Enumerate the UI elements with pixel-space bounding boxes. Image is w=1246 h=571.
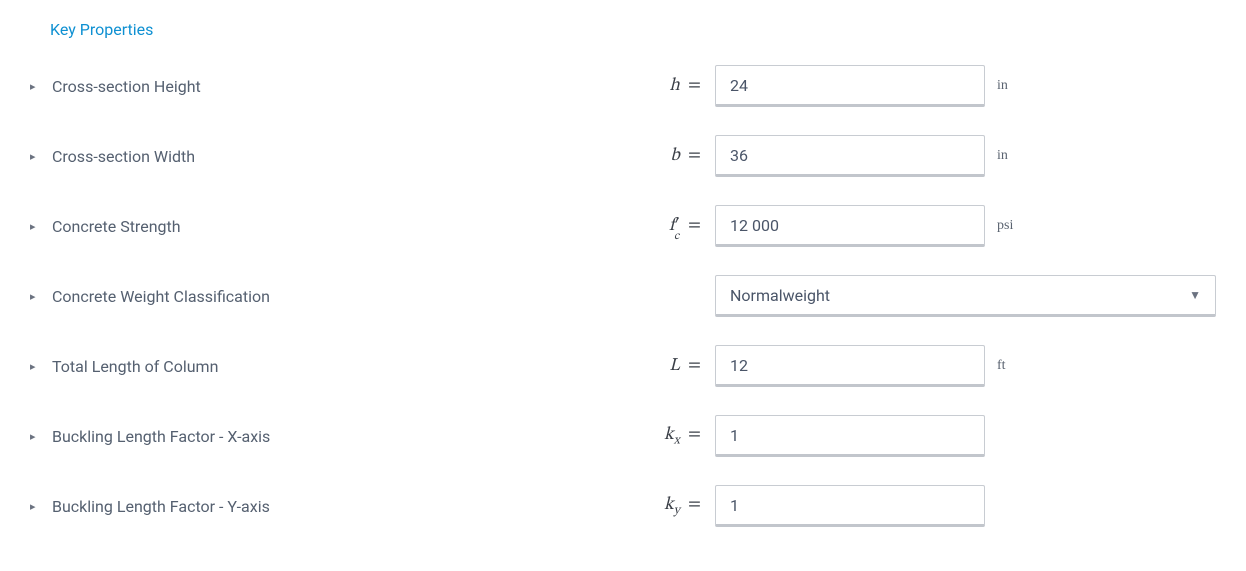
- kx-input[interactable]: [715, 415, 985, 457]
- unit-label: in: [985, 148, 1008, 164]
- expand-icon: ▸: [30, 290, 42, 303]
- property-label-group[interactable]: ▸ Buckling Length Factor - X-axis: [30, 427, 585, 446]
- property-label-group[interactable]: ▸ Cross-section Width: [30, 147, 585, 166]
- expand-icon: ▸: [30, 80, 42, 93]
- expand-icon: ▸: [30, 360, 42, 373]
- width-input[interactable]: [715, 135, 985, 177]
- symbol-b: b =: [585, 145, 715, 168]
- expand-icon: ▸: [30, 430, 42, 443]
- property-row-fc: ▸ Concrete Strength f′c = psi: [30, 201, 1216, 251]
- symbol-kx: kx =: [585, 424, 715, 449]
- fc-input[interactable]: [715, 205, 985, 247]
- property-label-group[interactable]: ▸ Total Length of Column: [30, 357, 585, 376]
- symbol-L: L =: [585, 355, 715, 378]
- property-row-width: ▸ Cross-section Width b = in: [30, 131, 1216, 181]
- unit-label: ft: [985, 358, 1006, 374]
- property-label: Buckling Length Factor - Y-axis: [52, 497, 270, 516]
- expand-icon: ▸: [30, 220, 42, 233]
- length-input[interactable]: [715, 345, 985, 387]
- property-label: Cross-section Width: [52, 147, 195, 166]
- property-row-length: ▸ Total Length of Column L = ft: [30, 341, 1216, 391]
- property-row-ky: ▸ Buckling Length Factor - Y-axis ky =: [30, 481, 1216, 531]
- property-row-height: ▸ Cross-section Height h = in: [30, 61, 1216, 111]
- property-label: Total Length of Column: [52, 357, 218, 376]
- section-title: Key Properties: [50, 20, 1216, 39]
- property-label: Concrete Weight Classification: [52, 287, 270, 306]
- property-row-weight: ▸ Concrete Weight Classification Normalw…: [30, 271, 1216, 321]
- ky-input[interactable]: [715, 485, 985, 527]
- property-row-kx: ▸ Buckling Length Factor - X-axis kx =: [30, 411, 1216, 461]
- expand-icon: ▸: [30, 500, 42, 513]
- symbol-ky: ky =: [585, 494, 715, 519]
- unit-label: psi: [985, 218, 1013, 234]
- property-label: Buckling Length Factor - X-axis: [52, 427, 270, 446]
- property-label: Cross-section Height: [52, 77, 201, 96]
- expand-icon: ▸: [30, 150, 42, 163]
- unit-label: in: [985, 78, 1008, 94]
- chevron-down-icon: ▼: [1189, 288, 1201, 302]
- property-label: Concrete Strength: [52, 217, 181, 236]
- property-label-group[interactable]: ▸ Concrete Weight Classification: [30, 287, 585, 306]
- property-label-group[interactable]: ▸ Buckling Length Factor - Y-axis: [30, 497, 585, 516]
- symbol-h: h =: [585, 75, 715, 98]
- weight-select[interactable]: Normalweight ▼: [715, 275, 1216, 317]
- select-value: Normalweight: [730, 286, 830, 305]
- symbol-fc: f′c =: [585, 215, 715, 238]
- property-label-group[interactable]: ▸ Cross-section Height: [30, 77, 585, 96]
- height-input[interactable]: [715, 65, 985, 107]
- property-label-group[interactable]: ▸ Concrete Strength: [30, 217, 585, 236]
